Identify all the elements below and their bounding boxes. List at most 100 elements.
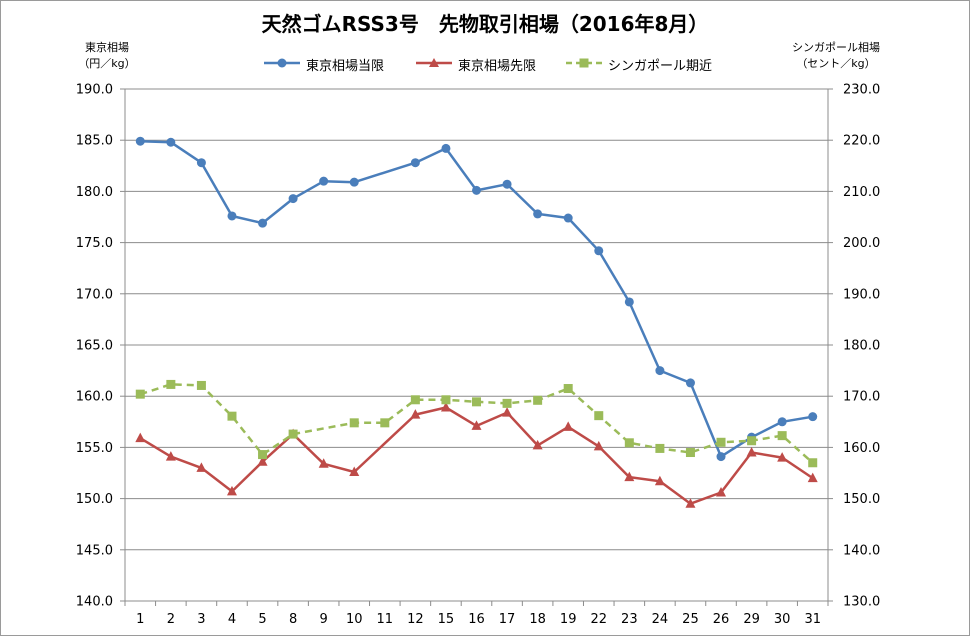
x-tick-label-9: 9 bbox=[320, 612, 328, 627]
x-tick-label-5: 5 bbox=[258, 612, 266, 627]
series-1-point-1 bbox=[135, 432, 146, 443]
series-2-point-15 bbox=[441, 395, 451, 405]
x-tick-label-24: 24 bbox=[652, 612, 669, 627]
left-axis-unit-line-1: 東京相場 bbox=[85, 41, 129, 54]
series-2-point-17 bbox=[502, 398, 512, 408]
series-2-point-25 bbox=[685, 448, 695, 458]
left-y-tick-label: 145.0 bbox=[76, 543, 113, 558]
series-0-point-2 bbox=[166, 137, 176, 147]
x-tick-label-12: 12 bbox=[407, 612, 424, 627]
x-tick-label-18: 18 bbox=[529, 612, 546, 627]
series-1-point-3 bbox=[196, 462, 207, 472]
series-0-point-12 bbox=[410, 158, 420, 168]
x-tick-label-1: 1 bbox=[136, 612, 144, 627]
series-0-point-22 bbox=[594, 246, 604, 256]
left-y-tick-label: 155.0 bbox=[76, 441, 113, 456]
series-2-point-29 bbox=[747, 436, 757, 446]
series-1-point-26 bbox=[716, 486, 727, 497]
series-1-point-16 bbox=[471, 420, 482, 430]
x-tick-label-10: 10 bbox=[346, 612, 363, 627]
x-tick-label-22: 22 bbox=[590, 612, 607, 627]
series-2-point-24 bbox=[655, 443, 665, 453]
left-y-tick-label: 180.0 bbox=[76, 185, 113, 200]
right-y-tick-label: 150.0 bbox=[843, 492, 880, 507]
series-2-point-19 bbox=[563, 384, 573, 394]
series-1-point-4 bbox=[226, 485, 237, 496]
series-0-point-24 bbox=[655, 366, 665, 376]
left-axis-unit-label: 東京相場 （円／kg） bbox=[62, 40, 152, 72]
left-y-tick-label: 165.0 bbox=[76, 339, 113, 354]
series-2-point-11 bbox=[380, 418, 390, 428]
x-tick-label-29: 29 bbox=[743, 612, 760, 627]
series-0-point-26 bbox=[716, 452, 726, 462]
x-tick-label-8: 8 bbox=[289, 612, 297, 627]
series-0-point-5 bbox=[258, 218, 268, 228]
series-1-point-30 bbox=[777, 452, 788, 462]
series-line-2 bbox=[139, 383, 814, 464]
right-axis-unit-label: シンガポール相場 （セント／kg） bbox=[786, 40, 886, 72]
right-axis-unit-line-2: （セント／kg） bbox=[796, 57, 876, 70]
right-y-tick-label: 210.0 bbox=[843, 185, 880, 200]
series-1-point-22 bbox=[593, 440, 604, 451]
left-y-tick-label: 140.0 bbox=[76, 595, 113, 610]
series-0-point-4 bbox=[227, 211, 237, 221]
series-1-point-31 bbox=[807, 472, 818, 483]
series-1-point-17 bbox=[502, 407, 513, 417]
series-2-point-4 bbox=[227, 411, 237, 421]
series-2-point-22 bbox=[594, 411, 604, 421]
left-y-tick-label: 170.0 bbox=[76, 287, 113, 302]
series-0-point-8 bbox=[288, 194, 298, 204]
series-2-point-23 bbox=[624, 438, 634, 448]
series-0-point-1 bbox=[135, 136, 145, 146]
series-line-0 bbox=[140, 139, 813, 458]
legend-swatch-tokyo-spot bbox=[264, 58, 300, 68]
series-0-point-19 bbox=[563, 213, 573, 223]
series-2-point-18 bbox=[533, 395, 543, 405]
x-tick-label-25: 25 bbox=[682, 612, 699, 627]
series-0-point-17 bbox=[502, 179, 512, 189]
series-2-point-16 bbox=[472, 397, 481, 407]
series-1-point-24 bbox=[654, 475, 665, 486]
right-y-tick-label: 170.0 bbox=[843, 390, 880, 405]
left-y-tick-label: 150.0 bbox=[76, 492, 113, 507]
x-tick-label-30: 30 bbox=[774, 612, 791, 627]
series-1-point-19 bbox=[563, 421, 574, 431]
right-axis-unit-line-1: シンガポール相場 bbox=[792, 41, 880, 54]
legend-swatch-singapore-nearby bbox=[566, 58, 602, 68]
x-tick-label-16: 16 bbox=[468, 612, 485, 627]
series-0-point-25 bbox=[685, 378, 695, 388]
chart-title: 天然ゴムRSS3号 先物取引相場（2016年8月） bbox=[261, 12, 709, 36]
legend-label-tokyo-spot: 東京相場当限 bbox=[306, 59, 385, 74]
right-y-tick-label: 200.0 bbox=[843, 236, 880, 251]
left-axis-unit-line-2: （円／kg） bbox=[78, 57, 136, 70]
legend-swatch-tokyo-forward bbox=[416, 58, 452, 67]
x-tick-label-17: 17 bbox=[499, 612, 516, 627]
x-tick-label-4: 4 bbox=[228, 612, 236, 627]
series-2-point-5 bbox=[258, 450, 268, 460]
series-1-point-10 bbox=[349, 466, 360, 476]
series-0-point-31 bbox=[808, 412, 818, 422]
left-y-tick-label: 175.0 bbox=[76, 236, 113, 251]
x-tick-label-31: 31 bbox=[804, 612, 821, 627]
legend-label-tokyo-forward: 東京相場先限 bbox=[458, 59, 537, 74]
right-y-tick-label: 140.0 bbox=[843, 543, 880, 558]
series-2-point-31 bbox=[808, 458, 818, 468]
series-1-point-5 bbox=[257, 456, 268, 466]
series-1-point-9 bbox=[318, 458, 329, 468]
x-tick-label-15: 15 bbox=[438, 612, 455, 627]
x-tick-label-26: 26 bbox=[713, 612, 730, 627]
series-0-point-18 bbox=[533, 209, 543, 219]
series-2-point-8 bbox=[288, 429, 298, 439]
left-y-tick-label: 160.0 bbox=[76, 390, 113, 405]
series-1-point-18 bbox=[532, 439, 543, 450]
series-2-point-12 bbox=[410, 395, 420, 405]
left-y-tick-label: 190.0 bbox=[76, 83, 113, 98]
series-1-point-23 bbox=[624, 471, 635, 482]
series-0-point-16 bbox=[472, 185, 481, 195]
x-tick-label-3: 3 bbox=[197, 612, 205, 627]
series-0-point-9 bbox=[319, 176, 329, 186]
series-1-point-12 bbox=[410, 409, 421, 419]
series-1-point-2 bbox=[165, 451, 176, 461]
